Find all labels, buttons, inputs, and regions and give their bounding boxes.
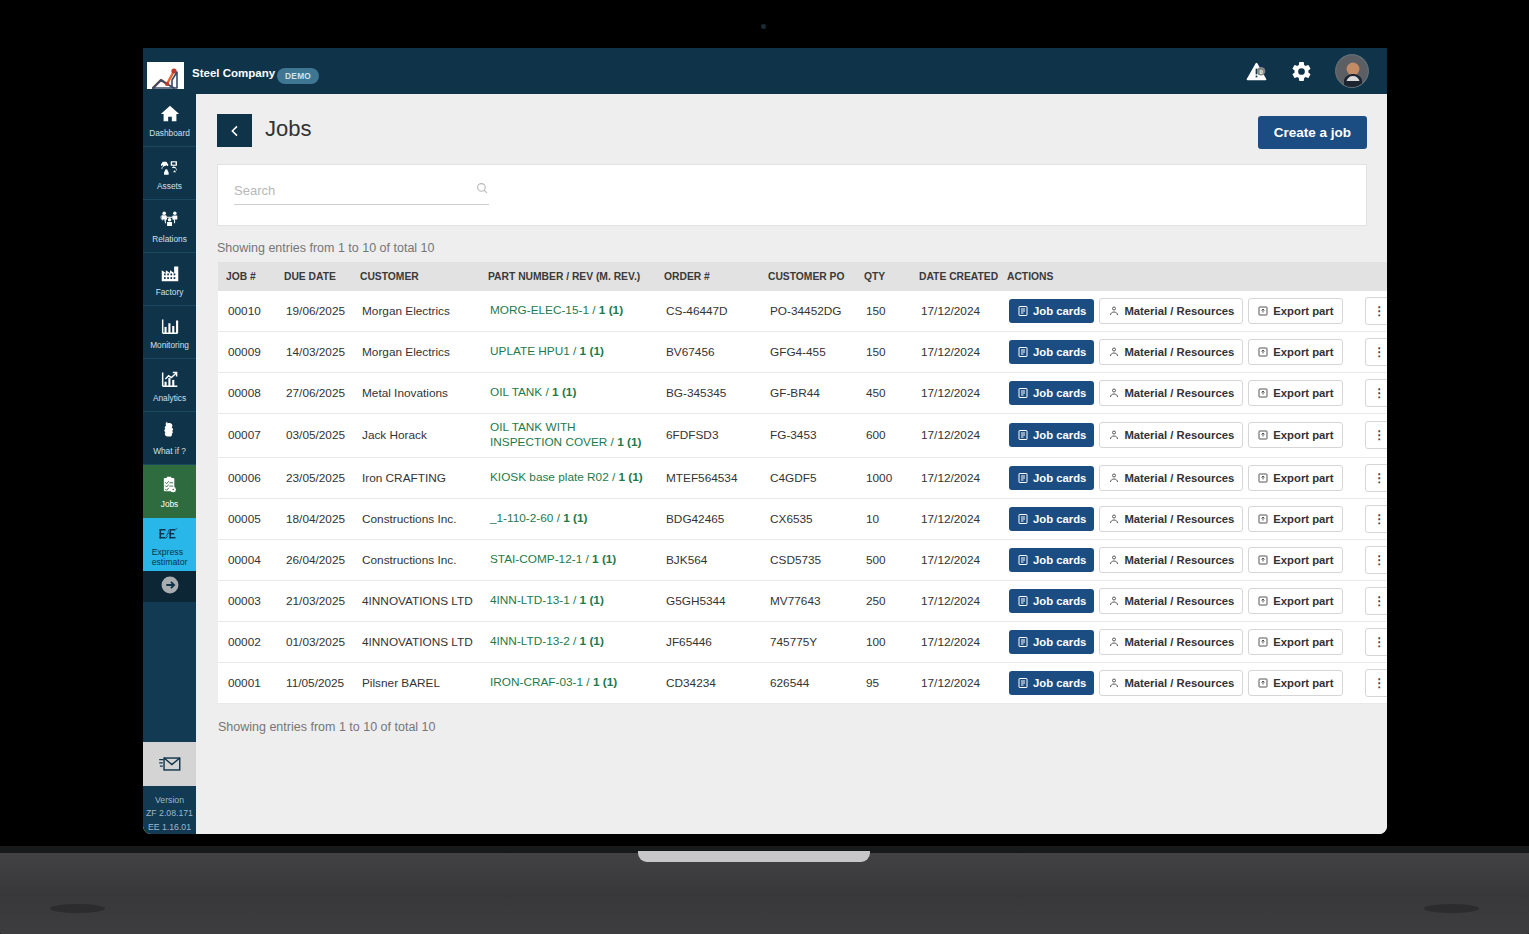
svg-text:STEEL COMPANY: STEEL COMPANY <box>153 88 184 89</box>
